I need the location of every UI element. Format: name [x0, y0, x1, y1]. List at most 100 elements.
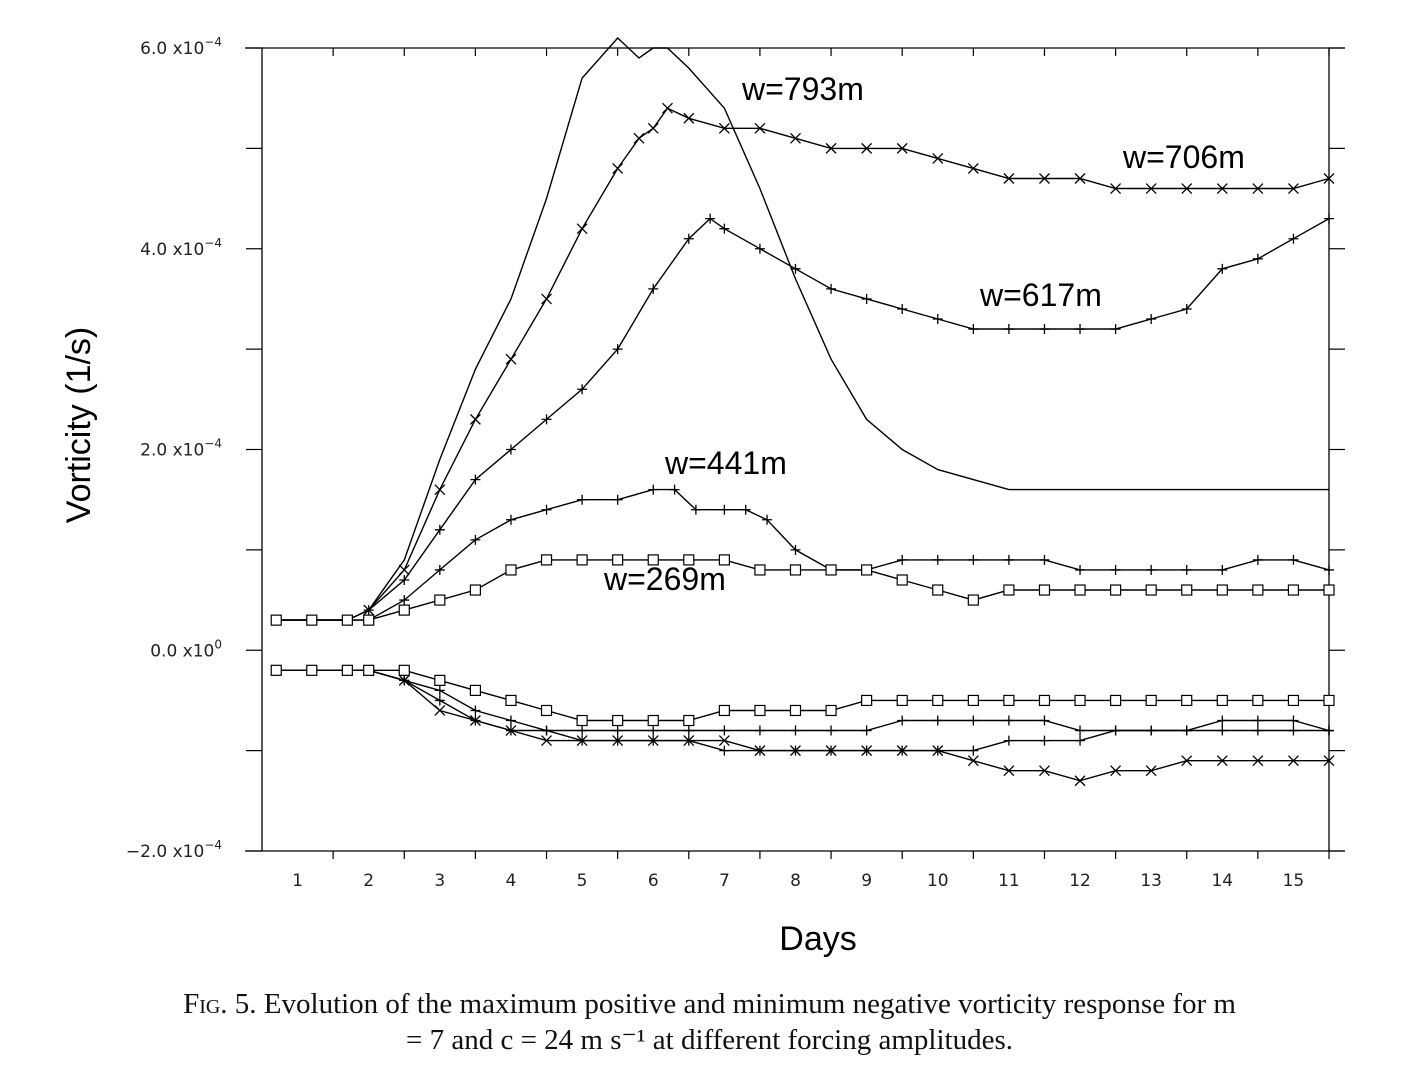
point-marker [718, 554, 730, 566]
point-marker [1075, 735, 1086, 746]
point-marker [434, 594, 446, 606]
x-tick-label: 15 [1283, 871, 1305, 891]
point-marker [434, 685, 445, 696]
point-marker [1145, 584, 1157, 596]
point-marker [1252, 554, 1263, 565]
point-marker [825, 564, 837, 576]
point-marker [861, 564, 873, 576]
point-marker [754, 122, 766, 134]
point-marker [1075, 564, 1086, 575]
point-marker [576, 554, 588, 566]
point-marker [705, 213, 716, 224]
point-marker [1288, 233, 1299, 244]
point-marker [363, 664, 375, 676]
point-marker [633, 132, 645, 144]
point-marker [1110, 183, 1122, 194]
point-marker [505, 715, 516, 726]
point-marker [1146, 314, 1157, 325]
point-marker [647, 122, 659, 134]
point-marker [612, 735, 623, 746]
point-marker [1217, 725, 1228, 736]
point-marker [1216, 755, 1228, 767]
point-marker [790, 745, 801, 756]
point-marker [1110, 725, 1121, 736]
point-marker [612, 725, 623, 736]
point-marker [541, 504, 552, 515]
y-tick-label: 2.0 x10−4 [140, 437, 222, 461]
x-tick-label: 13 [1140, 871, 1162, 891]
point-marker [505, 444, 516, 455]
y-tick-label: 4.0 x10−4 [140, 236, 222, 260]
caption-line-2: = 7 and c = 24 m s⁻¹ at different forcin… [405, 1024, 1014, 1056]
point-marker [968, 715, 979, 726]
x-tick-label: 1 [292, 871, 303, 891]
point-marker [1146, 564, 1157, 575]
point-marker [469, 584, 481, 596]
point-marker [577, 735, 588, 746]
point-marker [1074, 775, 1086, 787]
point-marker [434, 564, 445, 575]
point-marker [398, 664, 410, 676]
point-marker [968, 554, 979, 565]
point-marker [1252, 715, 1263, 726]
series-line [276, 559, 1329, 621]
point-marker [1039, 715, 1050, 726]
series-line [276, 669, 1329, 722]
point-marker [1287, 584, 1300, 596]
point-marker [469, 684, 481, 697]
caption-text-1: Evolution of the maximum positive and mi… [263, 988, 1236, 1020]
point-marker [968, 745, 979, 756]
point-marker [861, 745, 872, 756]
point-marker [1217, 564, 1228, 575]
point-marker [1181, 183, 1193, 194]
point-marker [861, 142, 873, 154]
point-marker [1216, 584, 1228, 596]
point-marker [1324, 213, 1334, 224]
x-tick-label: 2 [363, 871, 374, 891]
caption-fig-label: Fig. 5. [183, 988, 257, 1020]
point-marker [861, 694, 873, 707]
point-marker [577, 725, 588, 736]
point-marker [1003, 584, 1015, 596]
point-marker [1039, 765, 1050, 777]
point-marker [932, 584, 944, 596]
point-marker [754, 725, 765, 736]
x-tick-label: 14 [1211, 871, 1233, 891]
point-marker [967, 594, 979, 606]
series-w-793m [276, 36, 1329, 621]
point-marker [505, 694, 517, 707]
point-marker [469, 413, 481, 425]
point-marker [932, 694, 944, 707]
point-marker [897, 554, 908, 565]
point-marker [1252, 584, 1264, 596]
x-tick-label: 10 [927, 871, 949, 891]
point-marker [825, 704, 837, 717]
point-marker [470, 474, 481, 485]
point-marker [1288, 725, 1299, 736]
point-marker [1323, 755, 1335, 767]
point-marker [932, 152, 944, 164]
point-marker [1074, 694, 1086, 707]
point-marker [1145, 765, 1157, 777]
point-marker [270, 664, 282, 676]
point-marker [790, 263, 801, 274]
point-marker [1003, 554, 1014, 565]
series-w-617m [271, 213, 1334, 626]
point-marker [1181, 755, 1193, 767]
series-label-w793: w=793m [741, 71, 864, 107]
x-tick-label: 12 [1069, 871, 1091, 891]
x-tick-label: 3 [434, 871, 445, 891]
point-marker [612, 162, 624, 174]
point-marker [341, 614, 353, 626]
point-marker [647, 554, 659, 566]
point-marker [897, 303, 908, 314]
point-marker [1145, 183, 1157, 194]
y-axis-title: Vorticity (1/s) [60, 327, 98, 523]
point-marker [1217, 715, 1228, 726]
point-marker [505, 514, 516, 525]
x-axis-ticks: 1 2 3 4 5 6 7 8 9 10 11 12 13 14 15 [292, 48, 1330, 891]
point-marker [1216, 694, 1228, 707]
series-label-w706: w=706m [1122, 139, 1245, 175]
point-marker [683, 233, 694, 244]
point-marker [1110, 324, 1121, 335]
